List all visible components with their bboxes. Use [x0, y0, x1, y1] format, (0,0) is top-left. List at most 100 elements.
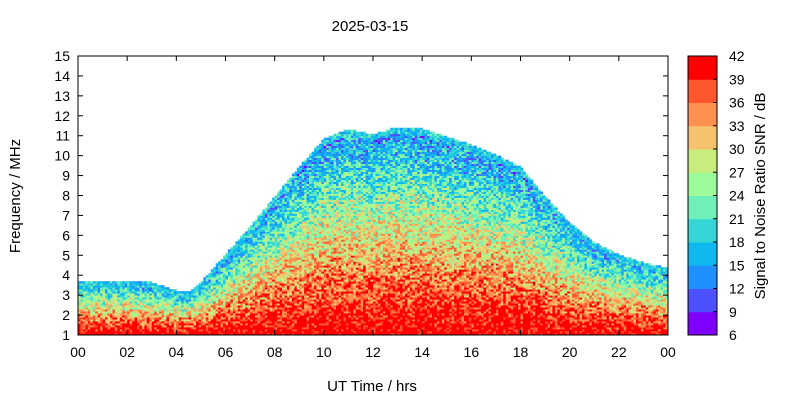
heat-cell: [294, 259, 298, 262]
heat-cell: [321, 197, 325, 200]
heat-cell: [259, 317, 263, 320]
heat-cell: [279, 229, 283, 232]
heat-cell: [311, 177, 315, 180]
heat-cell: [240, 315, 244, 318]
heat-cell: [247, 309, 251, 312]
heat-cell: [245, 251, 249, 254]
heat-cell: [336, 273, 339, 276]
heat-cell: [149, 297, 153, 300]
heat-cell: [227, 325, 231, 328]
heat-cell: [203, 297, 207, 300]
heat-cell: [314, 313, 317, 316]
heat-cell: [114, 289, 118, 292]
heat-cell: [139, 299, 143, 302]
heat-cell: [117, 313, 121, 316]
heat-cell: [240, 333, 244, 335]
heat-cell: [102, 287, 106, 290]
heat-cell: [282, 297, 285, 300]
heat-cell: [227, 323, 231, 326]
heat-cell: [284, 253, 288, 256]
heat-cell: [230, 253, 234, 256]
heat-cell: [294, 173, 298, 176]
heat-cell: [134, 329, 138, 332]
heat-cell: [328, 217, 332, 220]
heat-cell: [279, 295, 283, 298]
heat-cell: [306, 209, 310, 212]
heat-cell: [336, 185, 339, 188]
heat-cell: [213, 285, 217, 288]
heat-cell: [154, 295, 158, 298]
heat-cell: [286, 301, 290, 304]
heat-cell: [277, 257, 280, 260]
heat-cell: [286, 273, 290, 276]
heat-cell: [304, 179, 308, 182]
heat-cell: [227, 269, 231, 272]
heat-cell: [289, 193, 293, 196]
heat-cell: [213, 297, 217, 300]
heat-cell: [112, 327, 116, 330]
heat-cell: [262, 251, 266, 254]
heat-cell: [112, 307, 116, 310]
heat-cell: [318, 157, 322, 161]
heat-cell: [279, 285, 283, 288]
heat-cell: [309, 329, 312, 332]
heat-cell: [198, 311, 202, 314]
heat-cell: [274, 315, 278, 318]
heat-cell: [141, 297, 145, 300]
heat-cell: [318, 329, 322, 332]
heat-cell: [196, 295, 199, 298]
heat-cell: [259, 229, 263, 232]
heat-cell: [166, 325, 170, 328]
heat-cell: [200, 333, 204, 335]
heat-cell: [328, 165, 332, 168]
heat-cell: [274, 235, 278, 238]
heat-cell: [314, 215, 317, 218]
heat-cell: [286, 331, 290, 334]
heat-cell: [264, 295, 268, 298]
heat-cell: [309, 253, 312, 256]
heat-cell: [277, 305, 280, 308]
heat-cell: [262, 267, 266, 270]
heat-cell: [301, 205, 305, 208]
heat-cell: [173, 321, 177, 324]
heat-cell: [323, 141, 327, 145]
heat-cell: [191, 313, 194, 316]
heat-cell: [269, 255, 273, 258]
heat-cell: [87, 315, 91, 318]
heat-cell: [299, 331, 303, 334]
heat-cell: [282, 283, 285, 286]
heat-cell: [299, 227, 303, 230]
heat-cell: [282, 259, 285, 262]
heat-cell: [336, 223, 339, 226]
heat-cell: [318, 259, 322, 262]
heat-cell: [274, 231, 278, 234]
heat-cell: [134, 333, 138, 335]
heat-cell: [203, 319, 207, 322]
heat-cell: [291, 235, 295, 238]
heat-cell: [107, 311, 111, 314]
heat-cell: [336, 271, 339, 274]
heat-cell: [326, 189, 330, 192]
heat-cell: [331, 325, 335, 328]
heat-cell: [262, 299, 266, 302]
heat-cell: [171, 323, 175, 326]
heat-cell: [85, 305, 89, 308]
heat-cell: [232, 305, 236, 308]
heat-cell: [267, 263, 271, 266]
heat-cell: [314, 183, 317, 186]
heat-cell: [294, 185, 298, 188]
heat-cell: [279, 203, 283, 206]
heat-cell: [333, 309, 337, 312]
heat-cell: [151, 305, 155, 308]
heat-cell: [331, 215, 335, 218]
heat-cell: [301, 331, 305, 334]
heat-cell: [264, 291, 268, 294]
heat-cell: [267, 295, 271, 298]
heat-cell: [299, 175, 303, 178]
heat-cell: [272, 327, 276, 330]
heat-cell: [314, 239, 317, 242]
heat-cell: [282, 315, 285, 318]
heat-cell: [286, 269, 290, 272]
heat-cell: [286, 287, 290, 290]
heat-cell: [124, 299, 128, 302]
